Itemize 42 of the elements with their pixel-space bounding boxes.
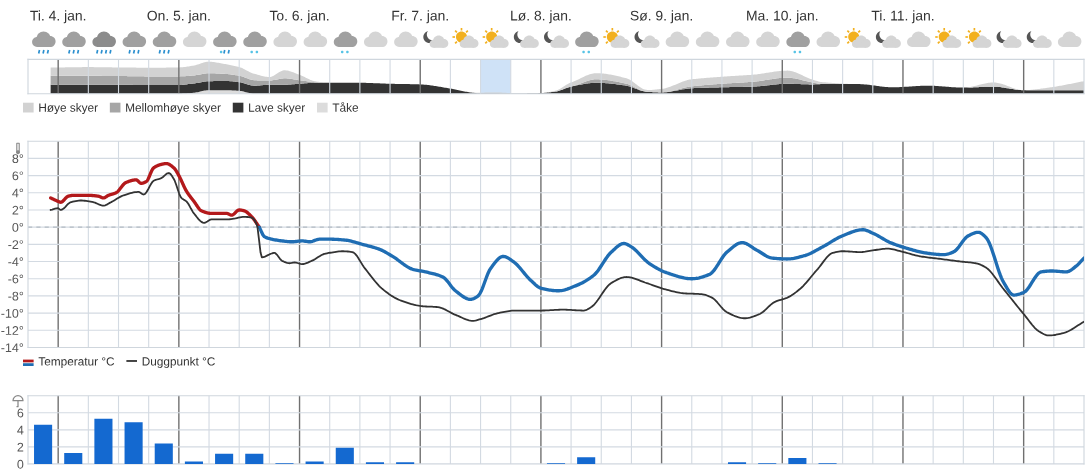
bar (335, 447, 354, 464)
y-tick-label: -14° (1, 343, 24, 353)
bar (94, 418, 113, 464)
x-tick-label: To. 6. jan. (269, 10, 329, 24)
bar (34, 424, 53, 464)
bar (577, 457, 596, 464)
bar (154, 443, 173, 464)
y-tick-label: 8° (12, 154, 24, 164)
x-tick-label: On. 5. jan. (147, 10, 210, 24)
legend-label: Tåke (332, 102, 359, 112)
y-tick-label: -12° (1, 326, 24, 335)
x-tick-label: Ma. 10. jan. (747, 10, 818, 24)
bar (215, 453, 234, 464)
y-tick-label: 2 (17, 442, 24, 452)
x-tick-label: Ti. 4. jan. (30, 10, 86, 24)
y-tick-label: -8° (8, 291, 24, 301)
legend-label: Duggpunkt °C (142, 356, 215, 368)
y-tick-label: 0° (12, 222, 24, 232)
x-tick-label: Lø. 8. jan. (511, 10, 571, 24)
y-tick-label: 2° (12, 205, 24, 215)
legend-label: Lave skyer (249, 103, 305, 115)
y-tick-label: -10° (1, 308, 24, 318)
x-tick-label: Fr. 7. jan. (392, 10, 448, 24)
y-tick-label: 4 (17, 425, 24, 435)
y-tick-label: 0 (17, 459, 24, 469)
legend-label: Mellomhøye skyer (126, 103, 221, 115)
bar (305, 461, 324, 464)
x-tick-label: Ti. 11. jan. (871, 10, 934, 24)
legend-label: Høye skyer (39, 103, 98, 115)
bar (124, 422, 143, 464)
x-tick-label: Sø. 9. jan. (630, 10, 692, 24)
bar (788, 458, 807, 464)
y-tick-label: 4° (12, 188, 24, 198)
y-tick-label: 6° (12, 171, 24, 181)
legend-label: Temperatur °C (38, 357, 115, 368)
y-tick-label: -6° (8, 274, 24, 284)
bar (184, 461, 203, 464)
bar (245, 453, 264, 464)
bar (64, 452, 83, 464)
y-tick-label: -2° (8, 240, 24, 249)
y-tick-label: 6 (17, 408, 24, 418)
y-tick-label: -4° (8, 257, 24, 267)
